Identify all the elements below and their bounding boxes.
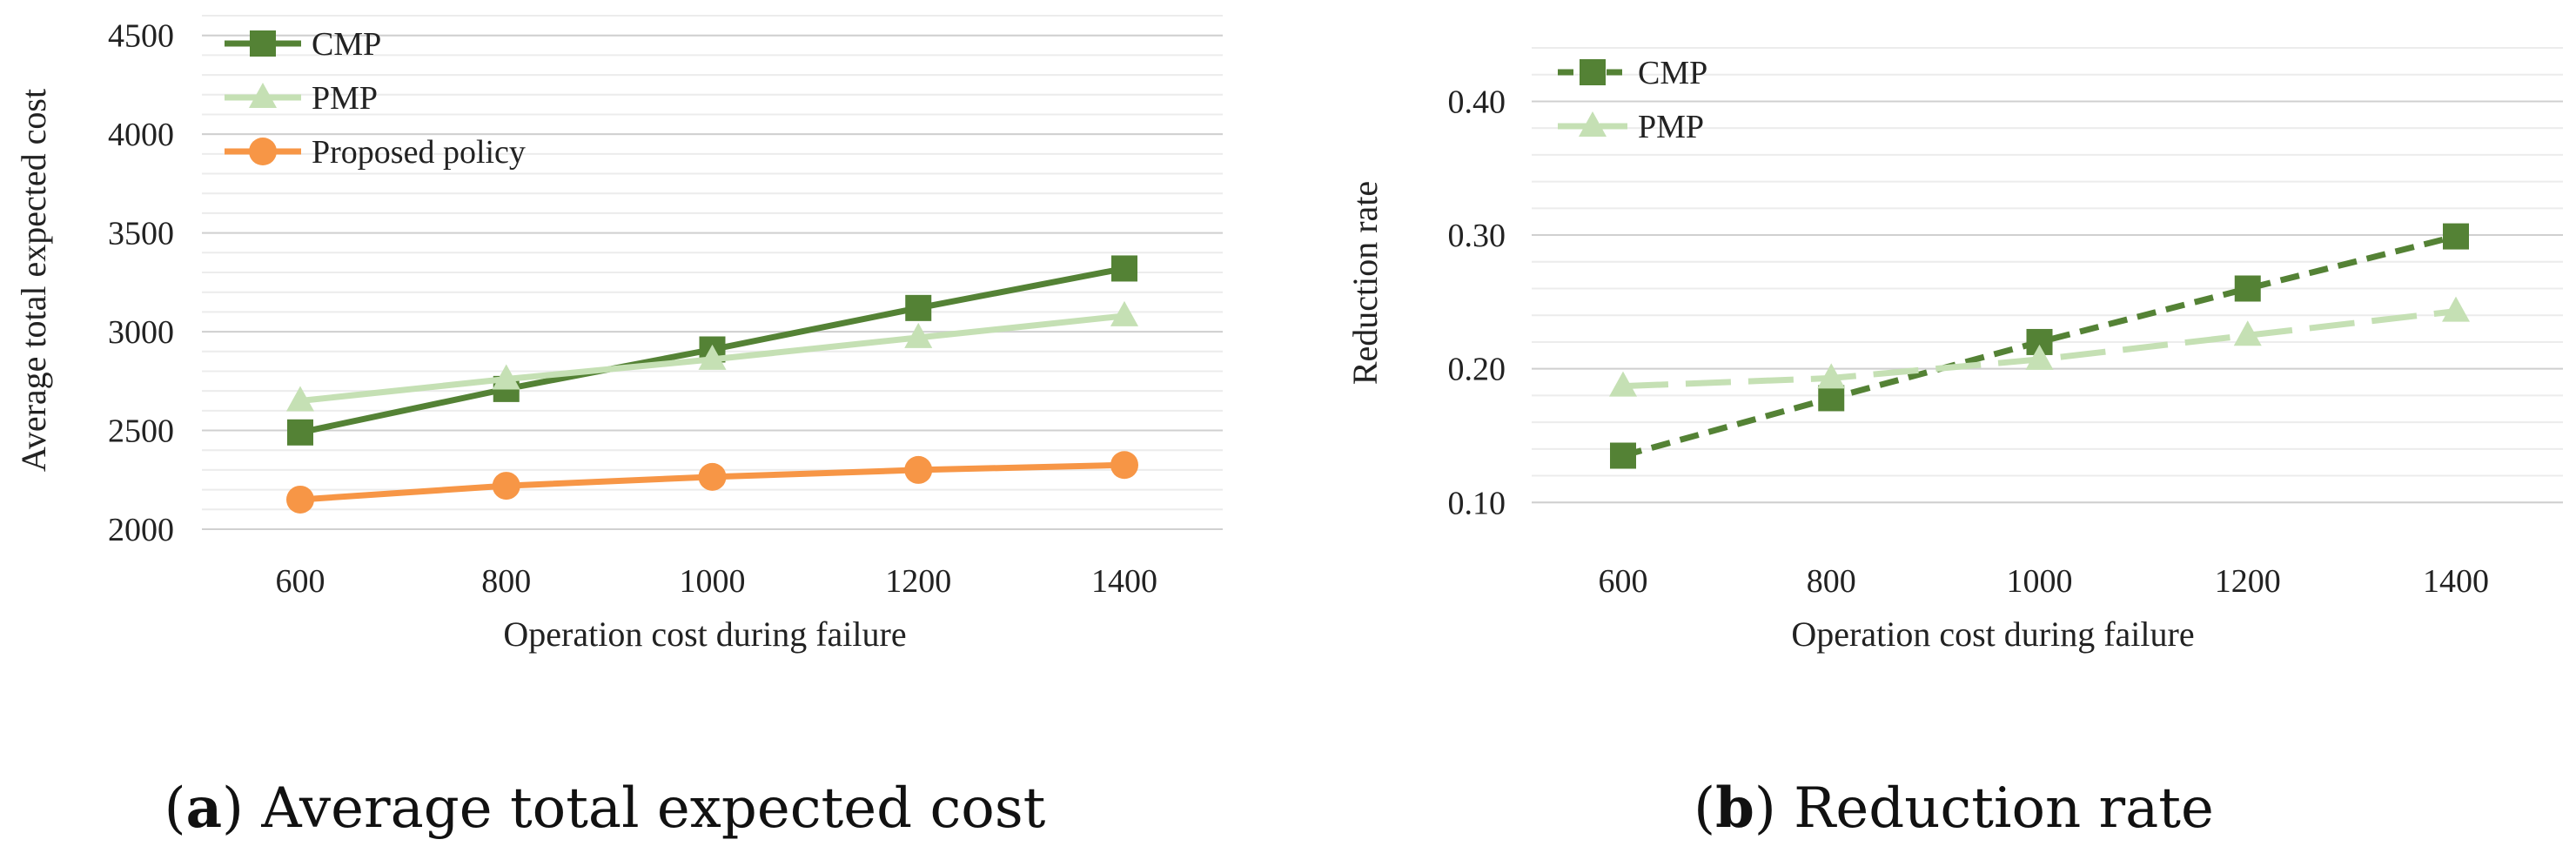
x-tick-label: 600 (1599, 563, 1648, 600)
data-point-cmp (905, 294, 932, 321)
data-point-cmp (1610, 442, 1636, 469)
legend-label: PMP (312, 80, 378, 117)
y-tick-label: 3500 (108, 216, 174, 252)
y-tick-label: 0.20 (1448, 352, 1506, 388)
x-tick-label: 800 (481, 563, 531, 600)
chart-a-caption-text: Average total expected cost (260, 776, 1045, 841)
data-point-pmp (698, 344, 727, 370)
x-tick-label: 1400 (2423, 563, 2489, 600)
data-point-cmp (2443, 223, 2469, 250)
chart-panel-a: 2000 2500 3000 3500 4000 4500 600 800 1000 1200 1… (14, 15, 1223, 841)
chart-a-legend: CMP PMP Proposed policy (225, 26, 526, 171)
x-tick-label: 600 (276, 563, 325, 600)
data-point-pmp (1609, 371, 1637, 397)
data-point-pmp (2025, 344, 2054, 370)
x-tick-label: 1000 (2007, 563, 2073, 600)
x-tick-label: 1000 (680, 563, 746, 600)
data-point-proposed-policy (492, 472, 520, 500)
legend-marker-pmp (249, 83, 277, 108)
x-tick-label: 800 (1807, 563, 1856, 600)
legend-marker-proposed-policy (249, 138, 277, 165)
x-tick-label: 1400 (1091, 563, 1157, 600)
y-tick-label: 4000 (108, 117, 174, 153)
y-tick-label: 0.10 (1448, 485, 1506, 521)
data-point-cmp (1111, 255, 1137, 282)
chart-b-x-ticks: 600 800 1000 1200 1400 (1599, 563, 2490, 600)
chart-a-series (286, 255, 1138, 514)
chart-b-y-ticks: 0.10 0.20 0.30 0.40 (1448, 84, 1506, 521)
data-point-cmp (287, 419, 313, 446)
y-tick-label: 0.40 (1448, 84, 1506, 120)
chart-a-y-ticks: 2000 2500 3000 3500 4000 4500 (108, 18, 174, 548)
data-point-proposed-policy (1110, 451, 1138, 480)
chart-a-caption: (a) Average total expected cost (164, 776, 1046, 841)
chart-a-grid (202, 15, 1223, 530)
y-tick-label: 2000 (108, 512, 174, 548)
chart-a-caption-letter: a (186, 776, 222, 841)
y-tick-label: 3000 (108, 314, 174, 351)
data-point-pmp (904, 322, 933, 348)
chart-b-caption-text: Reduction rate (1794, 776, 2214, 841)
chart-b-series (1609, 223, 2470, 469)
y-tick-label: 4500 (108, 18, 174, 55)
chart-b-caption: (b) Reduction rate (1694, 776, 2214, 841)
data-point-cmp (1818, 385, 1845, 412)
legend-marker-cmp (1580, 59, 1606, 85)
data-point-pmp (1817, 363, 1846, 389)
chart-a-y-axis-label: Average total expected cost (14, 89, 53, 472)
data-point-proposed-policy (698, 462, 727, 491)
chart-a-x-axis-label: Operation cost during failure (503, 615, 906, 654)
data-point-pmp (2233, 320, 2262, 346)
data-point-pmp (492, 364, 520, 390)
legend-label: Proposed policy (312, 134, 526, 171)
x-tick-label: 1200 (2215, 563, 2281, 600)
legend-label: CMP (312, 26, 381, 63)
chart-b-y-axis-label: Reduction rate (1345, 181, 1385, 385)
chart-b-legend: CMP PMP (1558, 55, 1707, 145)
data-point-pmp (2442, 296, 2470, 322)
data-point-pmp (1110, 300, 1138, 326)
x-tick-label: 1200 (885, 563, 951, 600)
data-point-proposed-policy (904, 455, 933, 484)
chart-b-caption-letter: b (1715, 776, 1754, 841)
data-point-pmp (286, 386, 314, 412)
legend-marker-pmp (1579, 111, 1607, 137)
y-tick-label: 0.30 (1448, 218, 1506, 254)
legend-label: CMP (1638, 55, 1707, 91)
legend-marker-cmp (250, 30, 276, 57)
chart-a-x-ticks: 600 800 1000 1200 1400 (276, 563, 1158, 600)
chart-b-grid (1532, 47, 2563, 504)
legend-label: PMP (1638, 109, 1704, 145)
chart-panel-b: 0.10 0.20 0.30 0.40 600 800 1000 1200 1400 Oper… (1345, 47, 2563, 841)
data-point-proposed-policy (286, 485, 314, 514)
chart-b-x-axis-label: Operation cost during failure (1791, 615, 2194, 654)
y-tick-label: 2500 (108, 413, 174, 450)
data-point-cmp (2234, 275, 2261, 302)
